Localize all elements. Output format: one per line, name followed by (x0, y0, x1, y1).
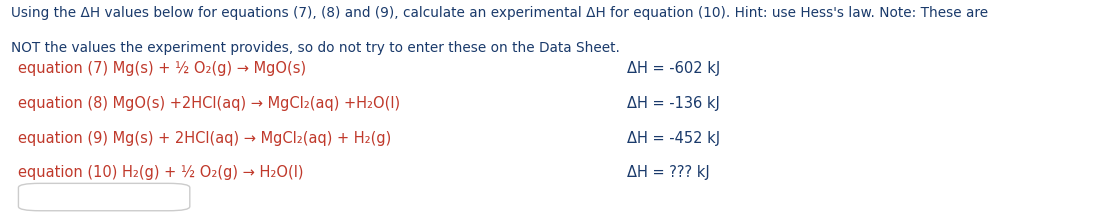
Text: equation (7) Mg(s) + ½ O₂(g) → MgO(s): equation (7) Mg(s) + ½ O₂(g) → MgO(s) (19, 61, 306, 76)
Text: ΔH = ??? kJ: ΔH = ??? kJ (626, 165, 709, 180)
Text: Using the ΔH values below for equations (7), (8) and (9), calculate an experimen: Using the ΔH values below for equations … (11, 6, 988, 20)
Text: equation (10) H₂(g) + ½ O₂(g) → H₂O(l): equation (10) H₂(g) + ½ O₂(g) → H₂O(l) (19, 165, 304, 180)
FancyBboxPatch shape (19, 183, 190, 211)
Text: ΔH = -452 kJ: ΔH = -452 kJ (626, 131, 720, 146)
Text: NOT the values the experiment provides, so do not try to enter these on the Data: NOT the values the experiment provides, … (11, 41, 620, 55)
Text: equation (9) Mg(s) + 2HCl(aq) → MgCl₂(aq) + H₂(g): equation (9) Mg(s) + 2HCl(aq) → MgCl₂(aq… (19, 131, 391, 146)
Text: equation (8) MgO(s) +2HCl(aq) → MgCl₂(aq) +H₂O(l): equation (8) MgO(s) +2HCl(aq) → MgCl₂(aq… (19, 96, 400, 111)
Text: ΔH = -136 kJ: ΔH = -136 kJ (626, 96, 719, 111)
Text: ΔH = -602 kJ: ΔH = -602 kJ (626, 61, 720, 76)
